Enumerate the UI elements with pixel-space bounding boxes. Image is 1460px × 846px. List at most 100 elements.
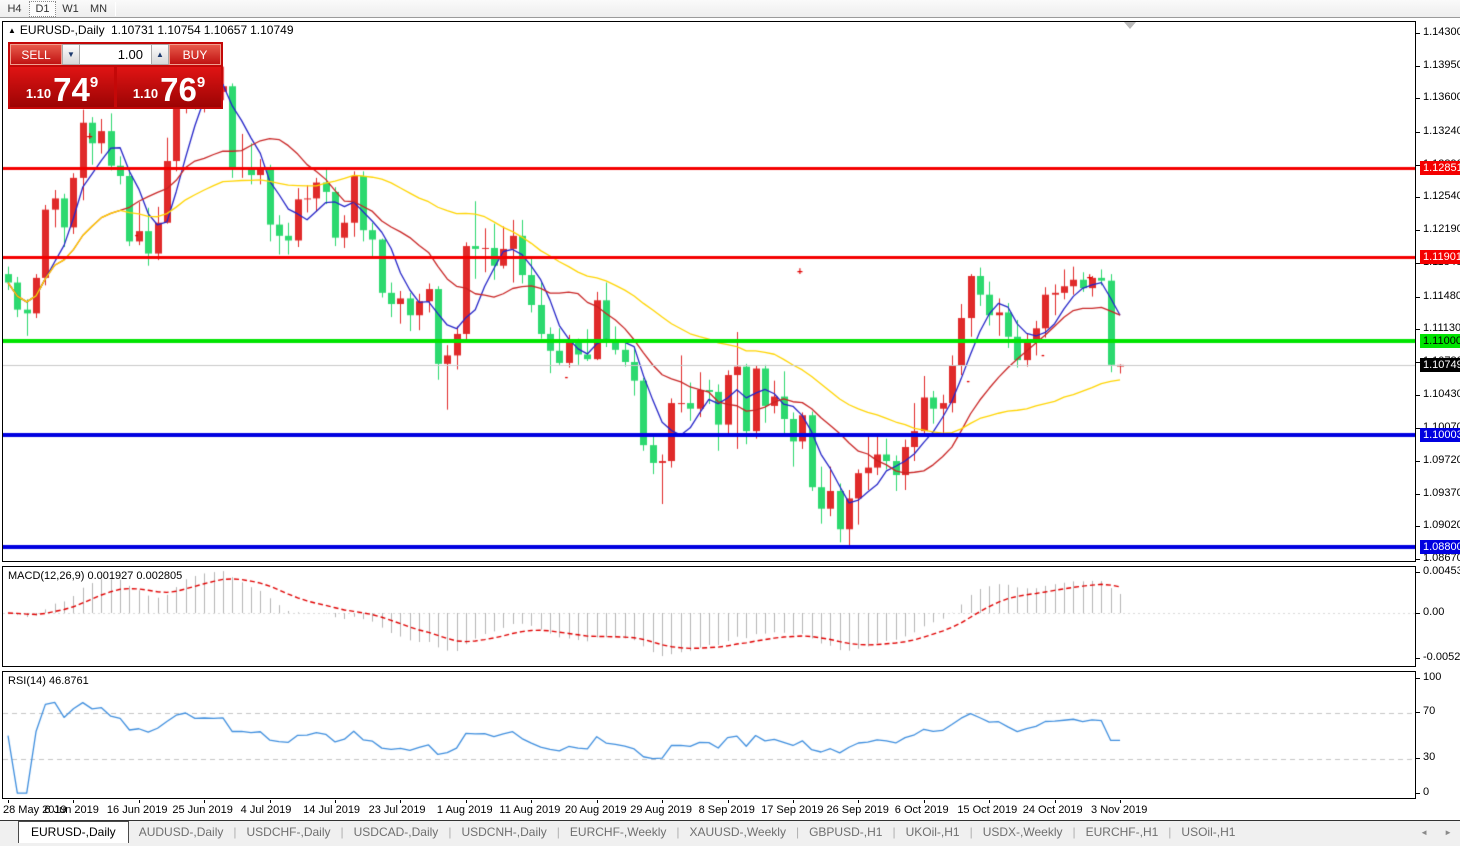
price-tick-label: 1.10430 xyxy=(1423,387,1460,400)
indicator-tick-label: 0.004536 xyxy=(1423,565,1460,577)
sell-price-button[interactable]: 1.10 74 9 xyxy=(10,67,114,107)
price-tick-mark xyxy=(1416,132,1420,134)
date-tick-label: 6 Jun 2019 xyxy=(44,804,99,816)
date-axis[interactable]: 28 May 2019 6 Jun 2019 16 Jun 2019 25 Jun 2… xyxy=(0,800,1416,820)
ohlc-close: 1.10749 xyxy=(250,23,294,37)
one-click-trading-panel: SELL ▼ ▲ BUY 1.10 74 9 1.10 76 9 xyxy=(8,42,223,109)
macd-indicator-panel: MACD(12,26,9) 0.001927 0.002805 xyxy=(2,566,1416,667)
sell-price-prefix: 1.10 xyxy=(25,86,52,101)
timeframe-toolbar: H4 D1 W1 MN xyxy=(0,0,1460,18)
buy-button[interactable]: BUY xyxy=(169,44,221,65)
date-tick-label: 26 Sep 2019 xyxy=(826,804,889,816)
tab-separator: | xyxy=(795,825,800,839)
price-tick-label: 1.09370 xyxy=(1423,486,1460,499)
date-tick-label: 8 Sep 2019 xyxy=(698,804,755,816)
date-tick-mark xyxy=(662,800,664,803)
date-tick-label: 24 Oct 2019 xyxy=(1022,804,1083,816)
level-price-label: 1.10749 xyxy=(1420,357,1460,372)
timeframe-button-h4[interactable]: H4 xyxy=(7,2,22,15)
tab-separator: | xyxy=(556,825,560,839)
timeframe-button-mn[interactable]: MN xyxy=(89,2,108,15)
sell-button[interactable]: SELL xyxy=(10,44,62,65)
date-tick-mark xyxy=(335,800,337,803)
date-tick-label: 16 Jun 2019 xyxy=(106,804,168,816)
indicator-tick-label: 0 xyxy=(1423,786,1430,798)
volume-increase-button[interactable]: ▲ xyxy=(151,44,169,65)
chart-tab-usdcad-daily[interactable]: USDCAD-,Daily xyxy=(353,825,439,839)
price-tick-label: 1.14300 xyxy=(1423,26,1460,38)
chart-tab-audusd-daily[interactable]: AUDUSD-,Daily xyxy=(138,825,224,839)
indicator-tick-mark xyxy=(1416,678,1420,679)
chart-tab-bar: EURUSD-,Daily AUDUSD-,Daily | USDCHF-,Daily… xyxy=(0,820,1460,846)
price-tick-mark xyxy=(1416,526,1420,528)
chart-tab-eurusd-daily[interactable]: EURUSD-,Daily xyxy=(18,821,129,843)
price-tick-mark xyxy=(1416,197,1420,199)
chart-tab-xauusd-weekly[interactable]: XAUUSD-,Weekly xyxy=(689,825,786,839)
chart-tab-gbpusd-h1[interactable]: GBPUSD-,H1 xyxy=(809,825,883,839)
date-tick-label: 23 Jul 2019 xyxy=(368,804,426,816)
chart-tab-usdx-weekly[interactable]: USDX-,Weekly xyxy=(982,825,1063,839)
price-tick-label: 1.12190 xyxy=(1423,223,1460,236)
macd-canvas[interactable] xyxy=(3,567,1415,666)
price-tick-mark xyxy=(1416,296,1420,298)
chart-symbol-period: EURUSD-,Daily xyxy=(19,23,105,37)
chart-tab-usdchf-daily[interactable]: USDCHF-,Daily xyxy=(246,825,331,839)
price-axis[interactable]: 1.143001.139501.136001.132401.128901.125… xyxy=(1416,18,1460,820)
timeframe-button-w1[interactable]: W1 xyxy=(62,2,79,15)
buy-price-button[interactable]: 1.10 76 9 xyxy=(117,67,221,107)
price-chart-canvas[interactable] xyxy=(3,22,1415,561)
volume-input[interactable] xyxy=(80,44,151,65)
price-tick-mark xyxy=(1416,230,1420,232)
date-tick-mark xyxy=(858,800,860,803)
chart-tab-eurchf-weekly[interactable]: EURCHF-,Weekly xyxy=(569,825,667,839)
chart-tab-usoil-h1[interactable]: USOil-,H1 xyxy=(1181,825,1236,839)
price-tick-mark xyxy=(1416,394,1420,396)
rsi-canvas[interactable] xyxy=(3,672,1415,798)
indicator-tick-mark xyxy=(1416,658,1420,659)
date-tick-mark xyxy=(1054,800,1056,803)
volume-decrease-button[interactable]: ▼ xyxy=(62,44,80,65)
date-tick-label: 20 Aug 2019 xyxy=(564,804,627,816)
timeframe-button-d1[interactable]: D1 xyxy=(29,0,56,17)
tab-separator: | xyxy=(892,825,896,839)
price-tick-mark xyxy=(1416,493,1420,495)
date-tick-label: 11 Aug 2019 xyxy=(499,804,561,816)
chart-tab-eurchf-h1[interactable]: EURCHF-,H1 xyxy=(1085,825,1159,839)
collapse-trade-panel-icon[interactable]: ▲ xyxy=(8,26,16,35)
indicator-tick-mark xyxy=(1416,793,1420,794)
indicator-tick-label: 0.00 xyxy=(1423,606,1445,618)
level-price-label: 1.11901 xyxy=(1420,250,1460,265)
sell-price-pip: 9 xyxy=(89,74,99,91)
price-tick-label: 1.13240 xyxy=(1423,125,1460,138)
rsi-indicator-panel: RSI(14) 46.8761 xyxy=(2,671,1416,799)
tabs-scroll-left-icon[interactable]: ◄ xyxy=(1420,828,1429,837)
date-tick-mark xyxy=(400,800,402,803)
price-tick-mark xyxy=(1416,329,1420,331)
date-tick-mark xyxy=(1120,800,1122,803)
tab-separator: | xyxy=(1072,825,1076,839)
date-tick-label: 28 May 2019 xyxy=(3,804,67,816)
indicator-tick-mark xyxy=(1416,758,1420,759)
date-tick-mark xyxy=(989,800,991,803)
buy-price-prefix: 1.10 xyxy=(132,86,159,101)
price-tick-mark xyxy=(1416,361,1420,363)
buy-price-big: 76 xyxy=(160,70,197,108)
price-tick-mark xyxy=(1416,98,1420,100)
price-tick-label: 1.09020 xyxy=(1423,519,1460,532)
price-tick-mark xyxy=(1416,428,1420,430)
indicator-tick-label: 30 xyxy=(1423,751,1436,763)
date-tick-mark xyxy=(531,800,533,803)
chart-shift-marker-icon[interactable] xyxy=(1124,22,1136,29)
chart-tab-ukoil-h1[interactable]: UKOil-,H1 xyxy=(905,825,960,839)
date-tick-mark xyxy=(465,800,467,803)
ohlc-high: 1.10754 xyxy=(157,23,201,37)
tabs-scroll-right-icon[interactable]: ► xyxy=(1444,828,1452,837)
price-tick-mark xyxy=(1416,559,1420,561)
price-tick-mark xyxy=(1416,262,1420,264)
date-tick-label: 14 Jul 2019 xyxy=(303,804,361,816)
level-price-label: 1.12851 xyxy=(1420,161,1460,176)
chart-tab-usdcnh-daily[interactable]: USDCNH-,Daily xyxy=(461,825,547,839)
level-price-label: 1.08800 xyxy=(1420,540,1460,555)
date-tick-mark xyxy=(138,800,140,803)
date-tick-mark xyxy=(73,800,75,803)
